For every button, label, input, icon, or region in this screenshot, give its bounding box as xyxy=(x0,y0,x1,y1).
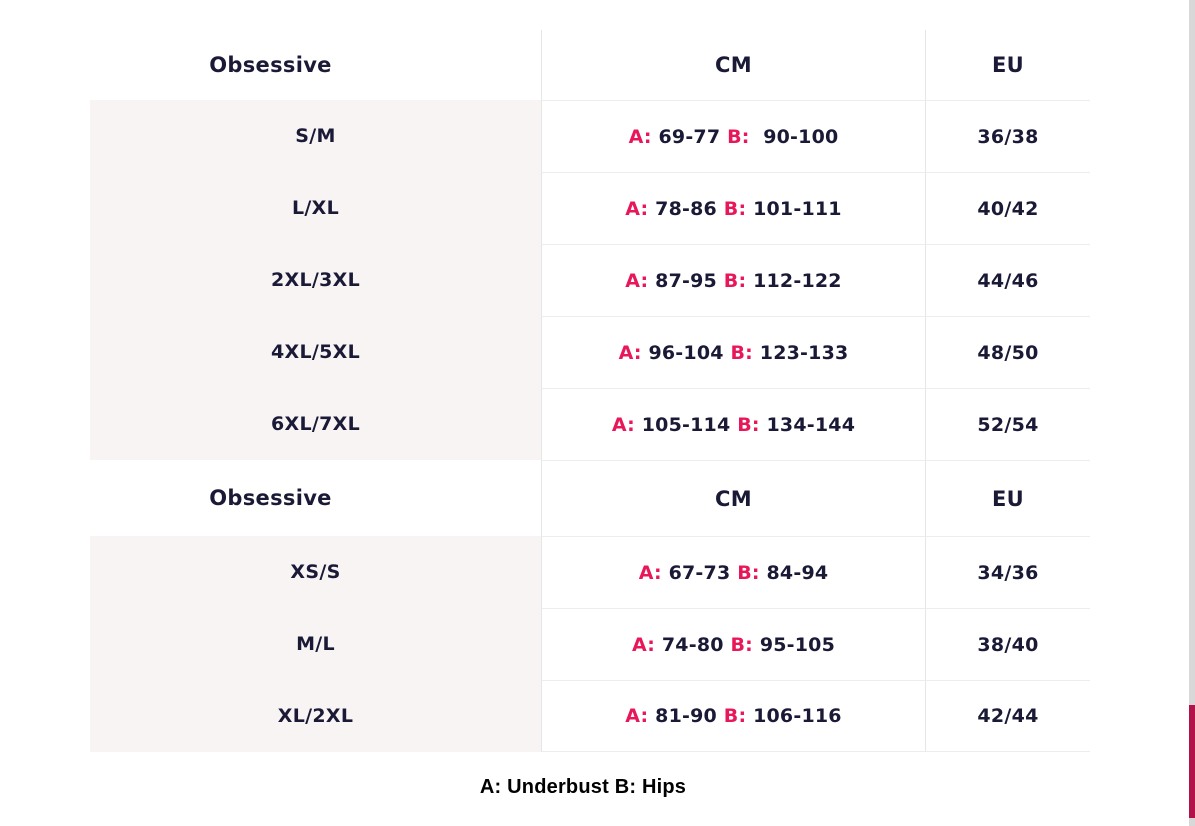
table-row: 2XL/3XL A: 87-95 B: 112-122 44/46 xyxy=(0,244,1090,316)
cm-cell: A: 87-95 B: 112-122 xyxy=(541,244,925,316)
cm-cell: A: 81-90 B: 106-116 xyxy=(541,680,925,752)
b-prefix: B: xyxy=(737,561,760,584)
eu-cell: 34/36 xyxy=(925,536,1090,608)
cm-cell: A: 105-114 B: 134-144 xyxy=(541,388,925,460)
b-prefix: B: xyxy=(727,125,750,148)
header-eu-cell: EU xyxy=(925,30,1090,100)
table-row: 4XL/5XL A: 96-104 B: 123-133 48/50 xyxy=(0,316,1090,388)
eu-header-label: EU xyxy=(992,53,1024,77)
brand-header-label: Obsessive xyxy=(209,53,332,77)
eu-cell: 48/50 xyxy=(925,316,1090,388)
a-prefix: A: xyxy=(611,413,635,436)
header-brand-cell: Obsessive xyxy=(0,460,541,536)
b-prefix: B: xyxy=(723,705,747,727)
cm-cell: A: 96-104 B: 123-133 xyxy=(541,316,925,388)
size-cell: 2XL/3XL xyxy=(0,244,541,316)
a-prefix: A: xyxy=(625,197,649,220)
cm-cell: A: 78-86 B: 101-111 xyxy=(541,172,925,244)
size-table-upper: Obsessive CM EU S/M A: 69-77 B: 90-100 3… xyxy=(0,30,1090,460)
table-header-row: Obsessive CM EU xyxy=(0,460,1090,536)
eu-cell: 36/38 xyxy=(925,100,1090,172)
eu-cell: 42/44 xyxy=(925,680,1090,752)
eu-cell: 38/40 xyxy=(925,608,1090,680)
header-brand-cell: Obsessive xyxy=(0,30,541,100)
vertical-scrollbar[interactable] xyxy=(1189,0,1195,826)
eu-cell: 44/46 xyxy=(925,244,1090,316)
table-header-row: Obsessive CM EU xyxy=(0,30,1090,100)
size-chart: Obsessive CM EU S/M A: 69-77 B: 90-100 3… xyxy=(0,30,1090,799)
table-row: L/XL A: 78-86 B: 101-111 40/42 xyxy=(0,172,1090,244)
a-prefix: A: xyxy=(625,269,649,292)
cm-cell: A: 74-80 B: 95-105 xyxy=(541,608,925,680)
brand-header-label: Obsessive xyxy=(209,486,332,510)
header-cm-cell: CM xyxy=(541,30,925,100)
size-table-lower: Obsessive CM EU XS/S A: 67-73 B: 84-94 3… xyxy=(0,460,1090,752)
a-prefix: A: xyxy=(625,705,649,727)
header-eu-cell: EU xyxy=(925,460,1090,536)
header-cm-cell: CM xyxy=(541,460,925,536)
a-prefix: A: xyxy=(618,341,642,364)
table-row: S/M A: 69-77 B: 90-100 36/38 xyxy=(0,100,1090,172)
b-prefix: B: xyxy=(723,197,747,220)
a-prefix: A: xyxy=(638,561,662,584)
table-row: M/L A: 74-80 B: 95-105 38/40 xyxy=(0,608,1090,680)
scrollbar-thumb[interactable] xyxy=(1189,705,1195,818)
table-row: XL/2XL A: 81-90 B: 106-116 42/44 xyxy=(0,680,1090,752)
size-cell: 4XL/5XL xyxy=(0,316,541,388)
a-prefix: A: xyxy=(628,125,652,148)
a-prefix: A: xyxy=(632,633,656,656)
table-row: 6XL/7XL A: 105-114 B: 134-144 52/54 xyxy=(0,388,1090,460)
measurement-legend: A: Underbust B: Hips xyxy=(479,776,687,798)
size-cell: S/M xyxy=(0,100,541,172)
cm-header-label: CM xyxy=(715,53,752,77)
size-cell: XS/S xyxy=(0,536,541,608)
b-prefix: B: xyxy=(730,633,753,656)
size-cell: XL/2XL xyxy=(0,680,541,752)
eu-header-label: EU xyxy=(992,486,1024,511)
eu-cell: 52/54 xyxy=(925,388,1090,460)
cm-cell: A: 69-77 B: 90-100 xyxy=(541,100,925,172)
b-prefix: B: xyxy=(730,341,753,364)
cm-cell: A: 67-73 B: 84-94 xyxy=(541,536,925,608)
size-cell: 6XL/7XL xyxy=(0,388,541,460)
size-cell: L/XL xyxy=(0,172,541,244)
eu-cell: 40/42 xyxy=(925,172,1090,244)
b-prefix: B: xyxy=(723,269,747,292)
size-cell: M/L xyxy=(0,608,541,680)
b-prefix: B: xyxy=(737,413,760,436)
table-row: XS/S A: 67-73 B: 84-94 34/36 xyxy=(0,536,1090,608)
cm-header-label: CM xyxy=(715,486,752,511)
